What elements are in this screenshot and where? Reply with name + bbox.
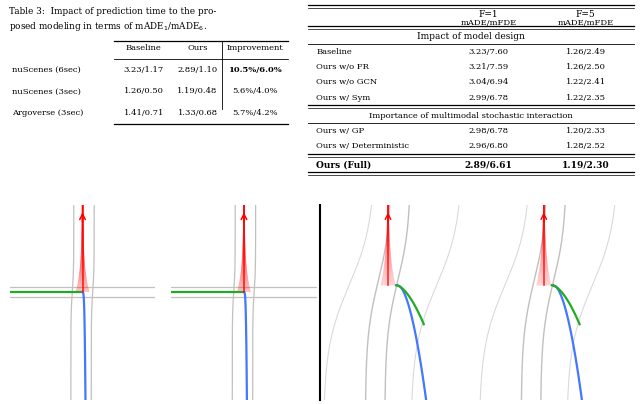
Text: mADE/mFDE: mADE/mFDE bbox=[461, 19, 516, 27]
Text: Ours w/o GCN: Ours w/o GCN bbox=[316, 78, 378, 86]
Text: Impact of model design: Impact of model design bbox=[417, 32, 525, 41]
Text: 5.6%/4.0%: 5.6%/4.0% bbox=[232, 88, 278, 95]
Text: Ours w/ GP: Ours w/ GP bbox=[316, 127, 364, 135]
Text: 1.19/2.30: 1.19/2.30 bbox=[562, 161, 609, 170]
Text: Ours w/o FR: Ours w/o FR bbox=[316, 63, 369, 71]
Text: F=5: F=5 bbox=[576, 10, 595, 19]
Text: 1.26/2.49: 1.26/2.49 bbox=[566, 48, 605, 56]
Text: Ours (Full): Ours (Full) bbox=[316, 161, 371, 170]
Text: 2.98/6.78: 2.98/6.78 bbox=[468, 127, 509, 135]
Text: 2.96/6.80: 2.96/6.80 bbox=[468, 142, 509, 150]
Text: 3.04/6.94: 3.04/6.94 bbox=[468, 78, 509, 86]
Text: 1.33/0.68: 1.33/0.68 bbox=[177, 109, 218, 117]
Text: 1.26/2.50: 1.26/2.50 bbox=[566, 63, 605, 71]
Text: Ours w/ Deterministic: Ours w/ Deterministic bbox=[316, 142, 409, 150]
Text: 1.26/0.50: 1.26/0.50 bbox=[124, 88, 164, 95]
Text: Ours: Ours bbox=[188, 44, 208, 52]
Text: 1.41/0.71: 1.41/0.71 bbox=[124, 109, 164, 117]
Text: 1.28/2.52: 1.28/2.52 bbox=[566, 142, 605, 150]
Text: 2.89/6.61: 2.89/6.61 bbox=[465, 161, 513, 170]
Text: Baseline: Baseline bbox=[126, 44, 162, 52]
Text: nuScenes (6sec): nuScenes (6sec) bbox=[12, 66, 81, 74]
Text: 1.20/2.33: 1.20/2.33 bbox=[566, 127, 605, 135]
Text: Ours w/ Sym: Ours w/ Sym bbox=[316, 94, 371, 101]
Text: Importance of multimodal stochastic interaction: Importance of multimodal stochastic inte… bbox=[369, 112, 573, 120]
Text: Table 3:  Impact of prediction time to the pro-: Table 3: Impact of prediction time to th… bbox=[9, 7, 216, 16]
Text: 5.7%/4.2%: 5.7%/4.2% bbox=[232, 109, 278, 117]
Text: Argoverse (3sec): Argoverse (3sec) bbox=[12, 109, 83, 117]
Text: nuScenes (3sec): nuScenes (3sec) bbox=[12, 88, 81, 95]
Text: 1.19/0.48: 1.19/0.48 bbox=[177, 88, 218, 95]
Text: 1.22/2.41: 1.22/2.41 bbox=[566, 78, 605, 86]
Text: Baseline: Baseline bbox=[316, 48, 352, 56]
Text: Improvement: Improvement bbox=[227, 44, 284, 52]
Text: F=1: F=1 bbox=[479, 10, 499, 19]
Text: 10.5%/6.0%: 10.5%/6.0% bbox=[228, 66, 282, 74]
Text: 3.23/7.60: 3.23/7.60 bbox=[468, 48, 509, 56]
Text: mADE/mFDE: mADE/mFDE bbox=[557, 19, 614, 27]
Text: 2.89/1.10: 2.89/1.10 bbox=[177, 66, 218, 74]
Text: 1.22/2.35: 1.22/2.35 bbox=[566, 94, 605, 101]
Text: 2.99/6.78: 2.99/6.78 bbox=[468, 94, 509, 101]
Text: 3.21/7.59: 3.21/7.59 bbox=[468, 63, 509, 71]
Text: posed modeling in terms of mADE$_1$/mADE$_6$.: posed modeling in terms of mADE$_1$/mADE… bbox=[9, 20, 207, 33]
Text: 3.23/1.17: 3.23/1.17 bbox=[124, 66, 164, 74]
